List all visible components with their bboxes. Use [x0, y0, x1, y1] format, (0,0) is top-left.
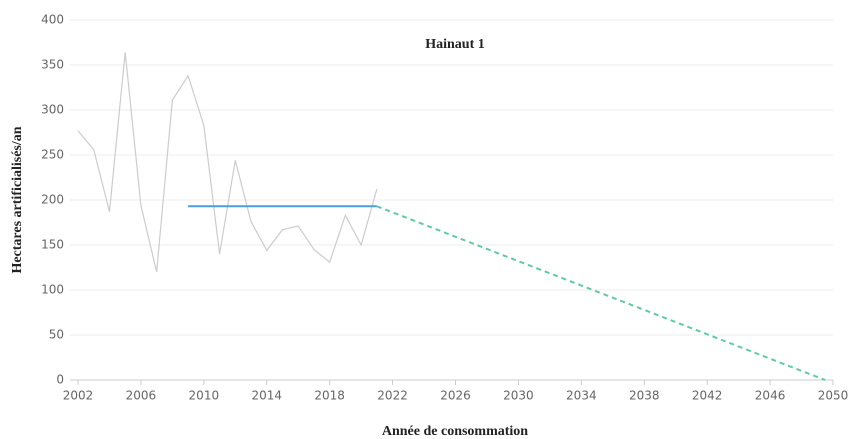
x-tick-label: 2034	[566, 389, 597, 403]
y-tick-label: 50	[49, 328, 64, 342]
series-line	[77, 52, 378, 273]
y-tick-label: 300	[41, 103, 64, 117]
x-tick-label: 2050	[818, 389, 849, 403]
chart-title: Hainaut 1	[425, 37, 485, 52]
y-tick-label: 400	[41, 13, 64, 27]
y-axis-label: Hectares artificialisés/an	[10, 126, 25, 273]
x-tick-label: 2030	[503, 389, 534, 403]
x-tick-label: 2022	[377, 389, 408, 403]
y-tick-label: 100	[41, 283, 64, 297]
x-tick-label: 2010	[189, 389, 220, 403]
x-axis-label: Année de consommation	[382, 424, 528, 439]
x-tick-label: 2006	[126, 389, 157, 403]
x-tick-label: 2018	[314, 389, 345, 403]
x-tick-label: 2002	[63, 389, 94, 403]
x-tick-label: 2046	[755, 389, 786, 403]
x-tick-label: 2014	[251, 389, 282, 403]
y-tick-label: 0	[56, 373, 64, 387]
y-tick-label: 150	[41, 238, 64, 252]
y-tick-label: 200	[41, 193, 64, 207]
x-tick-label: 2038	[629, 389, 660, 403]
x-tick-label: 2042	[692, 389, 723, 403]
y-tick-label: 250	[41, 148, 64, 162]
x-tick-label: 2026	[440, 389, 471, 403]
series-line	[376, 205, 826, 381]
y-tick-label: 350	[41, 58, 64, 72]
